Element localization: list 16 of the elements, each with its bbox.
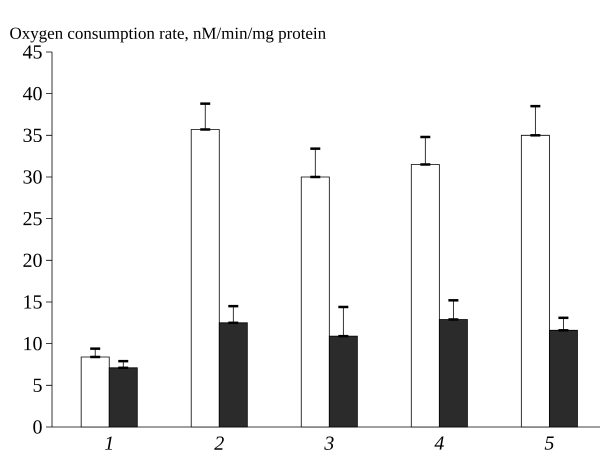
y-axis-title: Oxygen consumption rate, nM/min/mg protein xyxy=(10,28,326,42)
y-tick-label: 15 xyxy=(24,295,42,309)
x-tick-label: 2 xyxy=(214,436,224,450)
y-tick-label: 45 xyxy=(22,45,42,59)
y-tick-label: 5 xyxy=(34,378,42,392)
y-tick-label: 40 xyxy=(22,86,42,100)
x-tick-label: 1 xyxy=(104,436,112,450)
y-tick-label: 0 xyxy=(33,420,42,434)
y-tick-label: 25 xyxy=(23,212,42,226)
y-tick-label: 30 xyxy=(24,170,42,184)
x-tick-label: 3 xyxy=(324,436,334,450)
x-tick-label: 5 xyxy=(544,436,554,450)
x-tick-label: 4 xyxy=(434,436,444,450)
y-tick-label: 20 xyxy=(23,254,42,268)
y-tick-label: 35 xyxy=(24,128,42,142)
y-tick-label: 10 xyxy=(24,336,42,350)
